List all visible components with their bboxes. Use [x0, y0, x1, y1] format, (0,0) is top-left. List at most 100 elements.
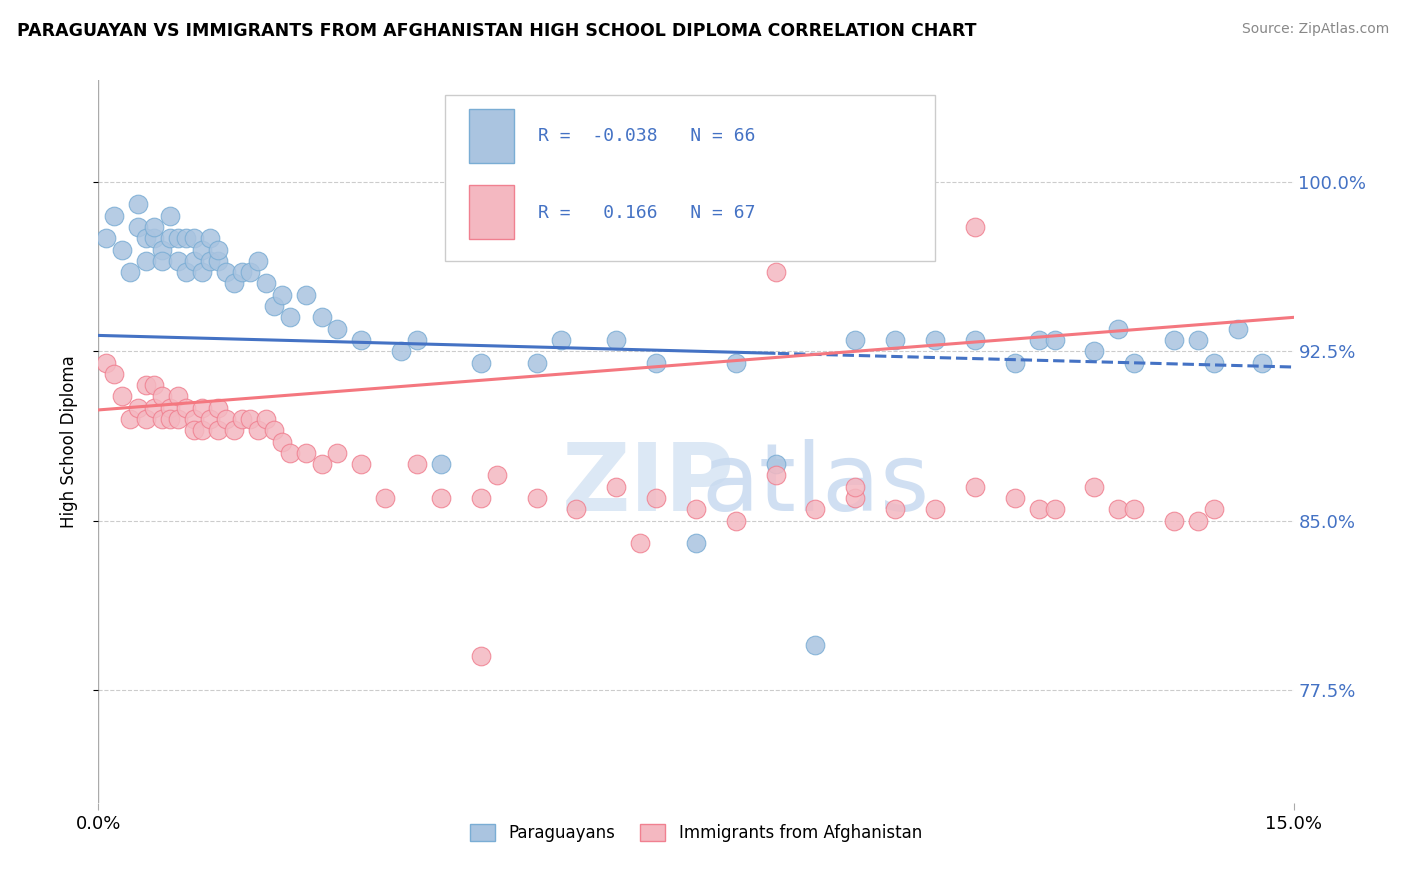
Point	[1043, 502, 1066, 516]
Point	[263, 299, 285, 313]
Text: R =  -0.038   N = 66: R = -0.038 N = 66	[538, 127, 755, 145]
Point	[1202, 355, 1225, 369]
Point	[924, 502, 946, 516]
Point	[326, 446, 349, 460]
FancyBboxPatch shape	[446, 95, 935, 260]
Point	[485, 468, 508, 483]
Point	[526, 491, 548, 505]
Point	[1123, 502, 1146, 516]
Text: atlas: atlas	[702, 439, 929, 531]
Point	[1004, 491, 1026, 505]
Point	[120, 412, 142, 426]
Point	[231, 412, 253, 426]
Point	[239, 412, 262, 426]
Point	[804, 502, 827, 516]
Point	[183, 423, 205, 437]
Point	[1250, 355, 1272, 369]
Bar	[470, 185, 515, 239]
Point	[724, 514, 747, 528]
Point	[350, 333, 373, 347]
Point	[159, 209, 181, 223]
Point	[311, 310, 333, 325]
Point	[685, 502, 707, 516]
Point	[174, 401, 197, 415]
Point	[294, 446, 316, 460]
Point	[278, 310, 301, 325]
Point	[924, 333, 946, 347]
Point	[1202, 502, 1225, 516]
Point	[183, 231, 205, 245]
Point	[215, 412, 238, 426]
Bar	[470, 109, 515, 163]
Point	[96, 355, 118, 369]
Point	[1083, 480, 1105, 494]
Text: R =   0.166   N = 67: R = 0.166 N = 67	[538, 203, 755, 221]
Point	[183, 254, 205, 268]
Point	[406, 333, 429, 347]
Point	[1043, 333, 1066, 347]
Point	[239, 265, 262, 279]
Point	[470, 648, 492, 663]
Point	[628, 536, 651, 550]
Y-axis label: High School Diploma: High School Diploma	[59, 355, 77, 528]
Point	[159, 401, 181, 415]
Point	[1028, 502, 1050, 516]
Point	[350, 457, 373, 471]
Point	[167, 231, 190, 245]
Point	[270, 287, 292, 301]
Point	[526, 355, 548, 369]
Point	[207, 243, 229, 257]
Point	[1226, 321, 1249, 335]
Point	[96, 231, 118, 245]
Point	[150, 412, 173, 426]
Point	[174, 265, 197, 279]
Point	[1107, 502, 1129, 516]
Point	[963, 480, 986, 494]
Point	[111, 389, 134, 403]
Point	[222, 423, 245, 437]
Point	[765, 265, 787, 279]
Point	[143, 220, 166, 235]
Point	[254, 412, 277, 426]
Point	[1123, 355, 1146, 369]
Point	[1004, 355, 1026, 369]
Point	[167, 412, 190, 426]
Point	[183, 412, 205, 426]
Point	[191, 265, 214, 279]
Point	[724, 355, 747, 369]
Point	[1107, 321, 1129, 335]
Text: PARAGUAYAN VS IMMIGRANTS FROM AFGHANISTAN HIGH SCHOOL DIPLOMA CORRELATION CHART: PARAGUAYAN VS IMMIGRANTS FROM AFGHANISTA…	[17, 22, 976, 40]
Point	[207, 423, 229, 437]
Point	[198, 254, 221, 268]
Point	[470, 491, 492, 505]
Point	[1187, 514, 1209, 528]
Point	[120, 265, 142, 279]
Point	[111, 243, 134, 257]
Point	[311, 457, 333, 471]
Point	[270, 434, 292, 449]
Point	[191, 423, 214, 437]
Point	[605, 480, 627, 494]
Point	[191, 401, 214, 415]
Point	[198, 231, 221, 245]
Point	[389, 344, 412, 359]
Point	[605, 333, 627, 347]
Point	[159, 412, 181, 426]
Point	[207, 254, 229, 268]
Point	[174, 231, 197, 245]
Point	[294, 287, 316, 301]
Point	[150, 254, 173, 268]
Point	[135, 231, 157, 245]
Point	[103, 209, 125, 223]
Text: Source: ZipAtlas.com: Source: ZipAtlas.com	[1241, 22, 1389, 37]
Point	[278, 446, 301, 460]
Point	[844, 491, 866, 505]
Point	[135, 378, 157, 392]
Point	[645, 491, 668, 505]
Point	[1083, 344, 1105, 359]
Point	[406, 457, 429, 471]
Point	[1163, 514, 1185, 528]
Point	[127, 401, 149, 415]
Point	[198, 412, 221, 426]
Point	[804, 638, 827, 652]
